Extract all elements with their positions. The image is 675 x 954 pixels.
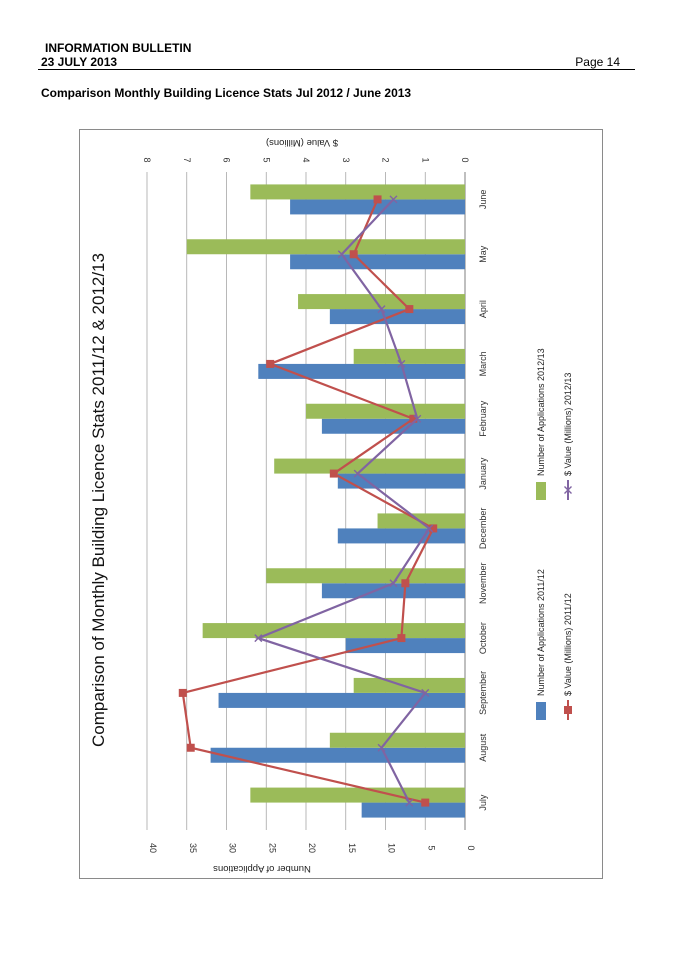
- section-title: Comparison Monthly Building Licence Stat…: [41, 86, 412, 100]
- secondary-tick-label: 4: [301, 157, 311, 162]
- data-point: [405, 305, 414, 314]
- category-label: April: [478, 300, 488, 318]
- bar: [298, 294, 465, 310]
- series-line: [181, 198, 435, 804]
- data-point: [353, 469, 362, 478]
- data-point: [413, 414, 422, 423]
- data-point: [421, 688, 430, 697]
- secondary-tick-label: 3: [341, 157, 351, 162]
- legend-label: Number of Applications 2011/12: [536, 569, 546, 696]
- data-point: [405, 798, 414, 807]
- legend-marker: [564, 486, 572, 494]
- data-point: [186, 743, 195, 752]
- category-label: December: [478, 508, 488, 550]
- data-point: [397, 359, 406, 368]
- primary-tick-label: 10: [387, 843, 397, 853]
- bar: [266, 568, 465, 584]
- secondary-tick-label: 5: [261, 157, 271, 162]
- bar: [353, 348, 465, 364]
- header-rule: [38, 69, 635, 70]
- primary-axis-label: Number of Applications: [213, 863, 311, 874]
- secondary-tick-label: 7: [182, 157, 192, 162]
- category-label: February: [478, 400, 488, 437]
- data-point: [401, 579, 410, 588]
- primary-tick-label: 20: [307, 843, 317, 853]
- bar: [337, 528, 465, 544]
- bar: [258, 363, 465, 379]
- bar: [306, 403, 465, 419]
- primary-tick-label: 0: [466, 845, 476, 850]
- data-point: [421, 798, 430, 807]
- data-point: [178, 688, 187, 697]
- data-point: [266, 359, 275, 368]
- data-point: [389, 195, 398, 204]
- legend-label: $ Value (Millions) 2012/13: [563, 373, 573, 476]
- bar: [361, 802, 465, 818]
- data-point: [377, 305, 386, 314]
- legend-swatch: [536, 482, 546, 500]
- bar: [210, 747, 465, 763]
- category-label: October: [478, 622, 488, 654]
- bar: [290, 254, 465, 270]
- bulletin-date: 23 JULY 2013: [41, 55, 118, 69]
- primary-tick-label: 30: [228, 843, 238, 853]
- primary-tick-label: 5: [426, 845, 436, 850]
- page-number: Page 14: [575, 55, 620, 69]
- bar: [290, 199, 465, 215]
- bar: [329, 309, 465, 325]
- bar: [353, 677, 465, 693]
- category-label: September: [478, 671, 488, 715]
- secondary-tick-label: 8: [142, 157, 152, 162]
- data-point: [425, 524, 434, 533]
- bar: [202, 623, 465, 639]
- bulletin-title: INFORMATION BULLETIN: [45, 41, 192, 55]
- bar: [321, 418, 465, 434]
- secondary-tick-label: 6: [222, 157, 232, 162]
- legend-label: Number of Applications 2012/13: [536, 348, 546, 476]
- data-point: [397, 634, 406, 643]
- bar: [218, 692, 465, 708]
- data-point: [337, 250, 346, 259]
- data-point: [373, 195, 382, 204]
- data-point: [329, 469, 338, 478]
- chart-title: Comparison of Monthly Building Licence S…: [89, 253, 108, 747]
- bar: [186, 239, 465, 255]
- category-label: July: [478, 794, 488, 811]
- category-label: August: [478, 733, 488, 762]
- bar: [337, 473, 465, 489]
- data-point: [254, 634, 263, 643]
- legend-label: $ Value (Millions) 2011/12: [563, 593, 573, 696]
- primary-tick-label: 40: [148, 843, 158, 853]
- secondary-axis-label: $ Value (Millions): [266, 137, 338, 148]
- secondary-tick-label: 1: [420, 157, 430, 162]
- category-label: March: [478, 351, 488, 376]
- bar: [345, 638, 465, 654]
- primary-tick-label: 35: [188, 843, 198, 853]
- data-point: [409, 414, 418, 423]
- secondary-tick-label: 0: [460, 157, 470, 162]
- data-point: [377, 743, 386, 752]
- bar: [329, 732, 465, 748]
- legend-marker: [564, 706, 572, 714]
- category-label: June: [478, 190, 488, 210]
- bar: [321, 583, 465, 599]
- category-label: November: [478, 562, 488, 604]
- legend-swatch: [536, 702, 546, 720]
- bar: [250, 184, 465, 200]
- secondary-tick-label: 2: [381, 157, 391, 162]
- series-line: [255, 198, 431, 804]
- category-label: May: [478, 245, 488, 263]
- data-point: [349, 250, 358, 259]
- bar: [274, 458, 465, 474]
- primary-tick-label: 15: [347, 843, 357, 853]
- data-point: [429, 524, 438, 533]
- primary-tick-label: 25: [267, 843, 277, 853]
- category-label: January: [478, 457, 488, 490]
- data-point: [389, 579, 398, 588]
- bar: [250, 787, 465, 803]
